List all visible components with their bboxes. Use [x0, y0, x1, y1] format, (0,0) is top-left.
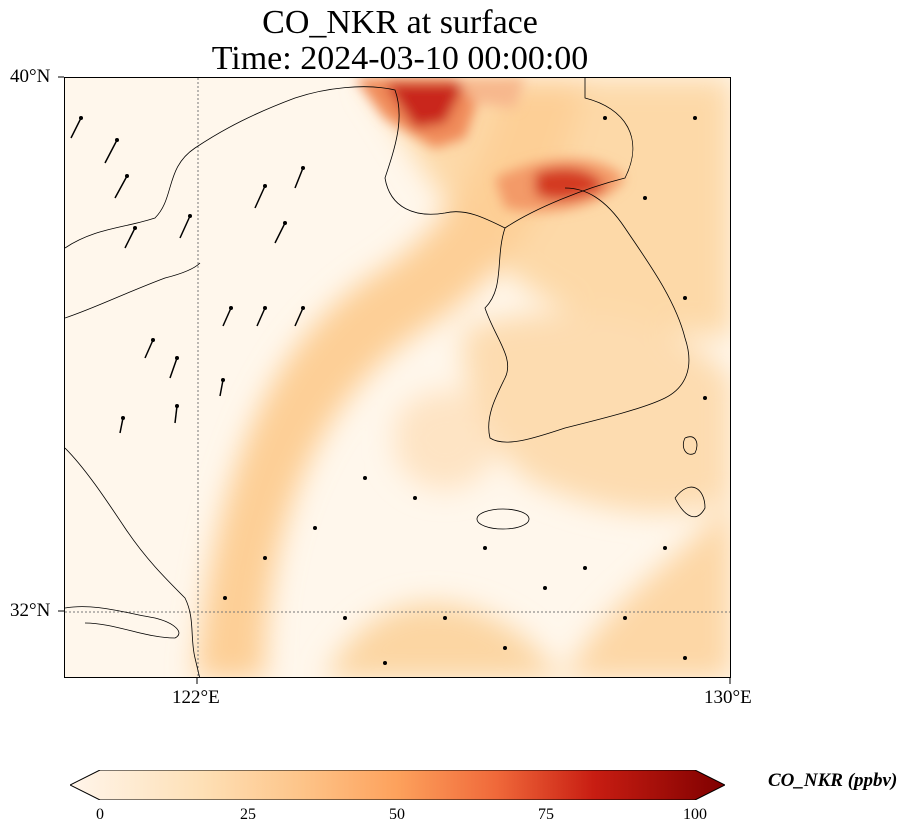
lat-label-40n: 40°N	[10, 66, 51, 87]
title-line-2: Time: 2024-03-10 00:00:00	[211, 40, 589, 77]
colorbar-label: CO_NKR (ppbv)	[768, 770, 898, 791]
lon-label-130e: 130°E	[704, 687, 752, 708]
map-panel[interactable]	[64, 77, 731, 678]
coastlines	[65, 78, 706, 677]
co-concentration-field	[195, 78, 730, 677]
colorbar	[70, 770, 725, 800]
wind-vectors	[70, 117, 304, 434]
co-hotspots	[355, 78, 625, 212]
colorbar-tick-0: 0	[96, 806, 104, 823]
colorbar-tick-50: 50	[389, 806, 405, 823]
concentration-map	[65, 78, 730, 677]
colorbar-tick-100: 100	[683, 806, 707, 823]
colorbar-tick-75: 75	[538, 806, 554, 823]
colorbar-gradient	[70, 770, 725, 800]
wind-vector-heads	[79, 116, 707, 665]
lon-label-122e: 122°E	[172, 687, 220, 708]
lat-label-32n: 32°N	[10, 600, 51, 621]
colorbar-tick-25: 25	[240, 806, 256, 823]
title-line-1: CO_NKR at surface	[262, 4, 538, 41]
